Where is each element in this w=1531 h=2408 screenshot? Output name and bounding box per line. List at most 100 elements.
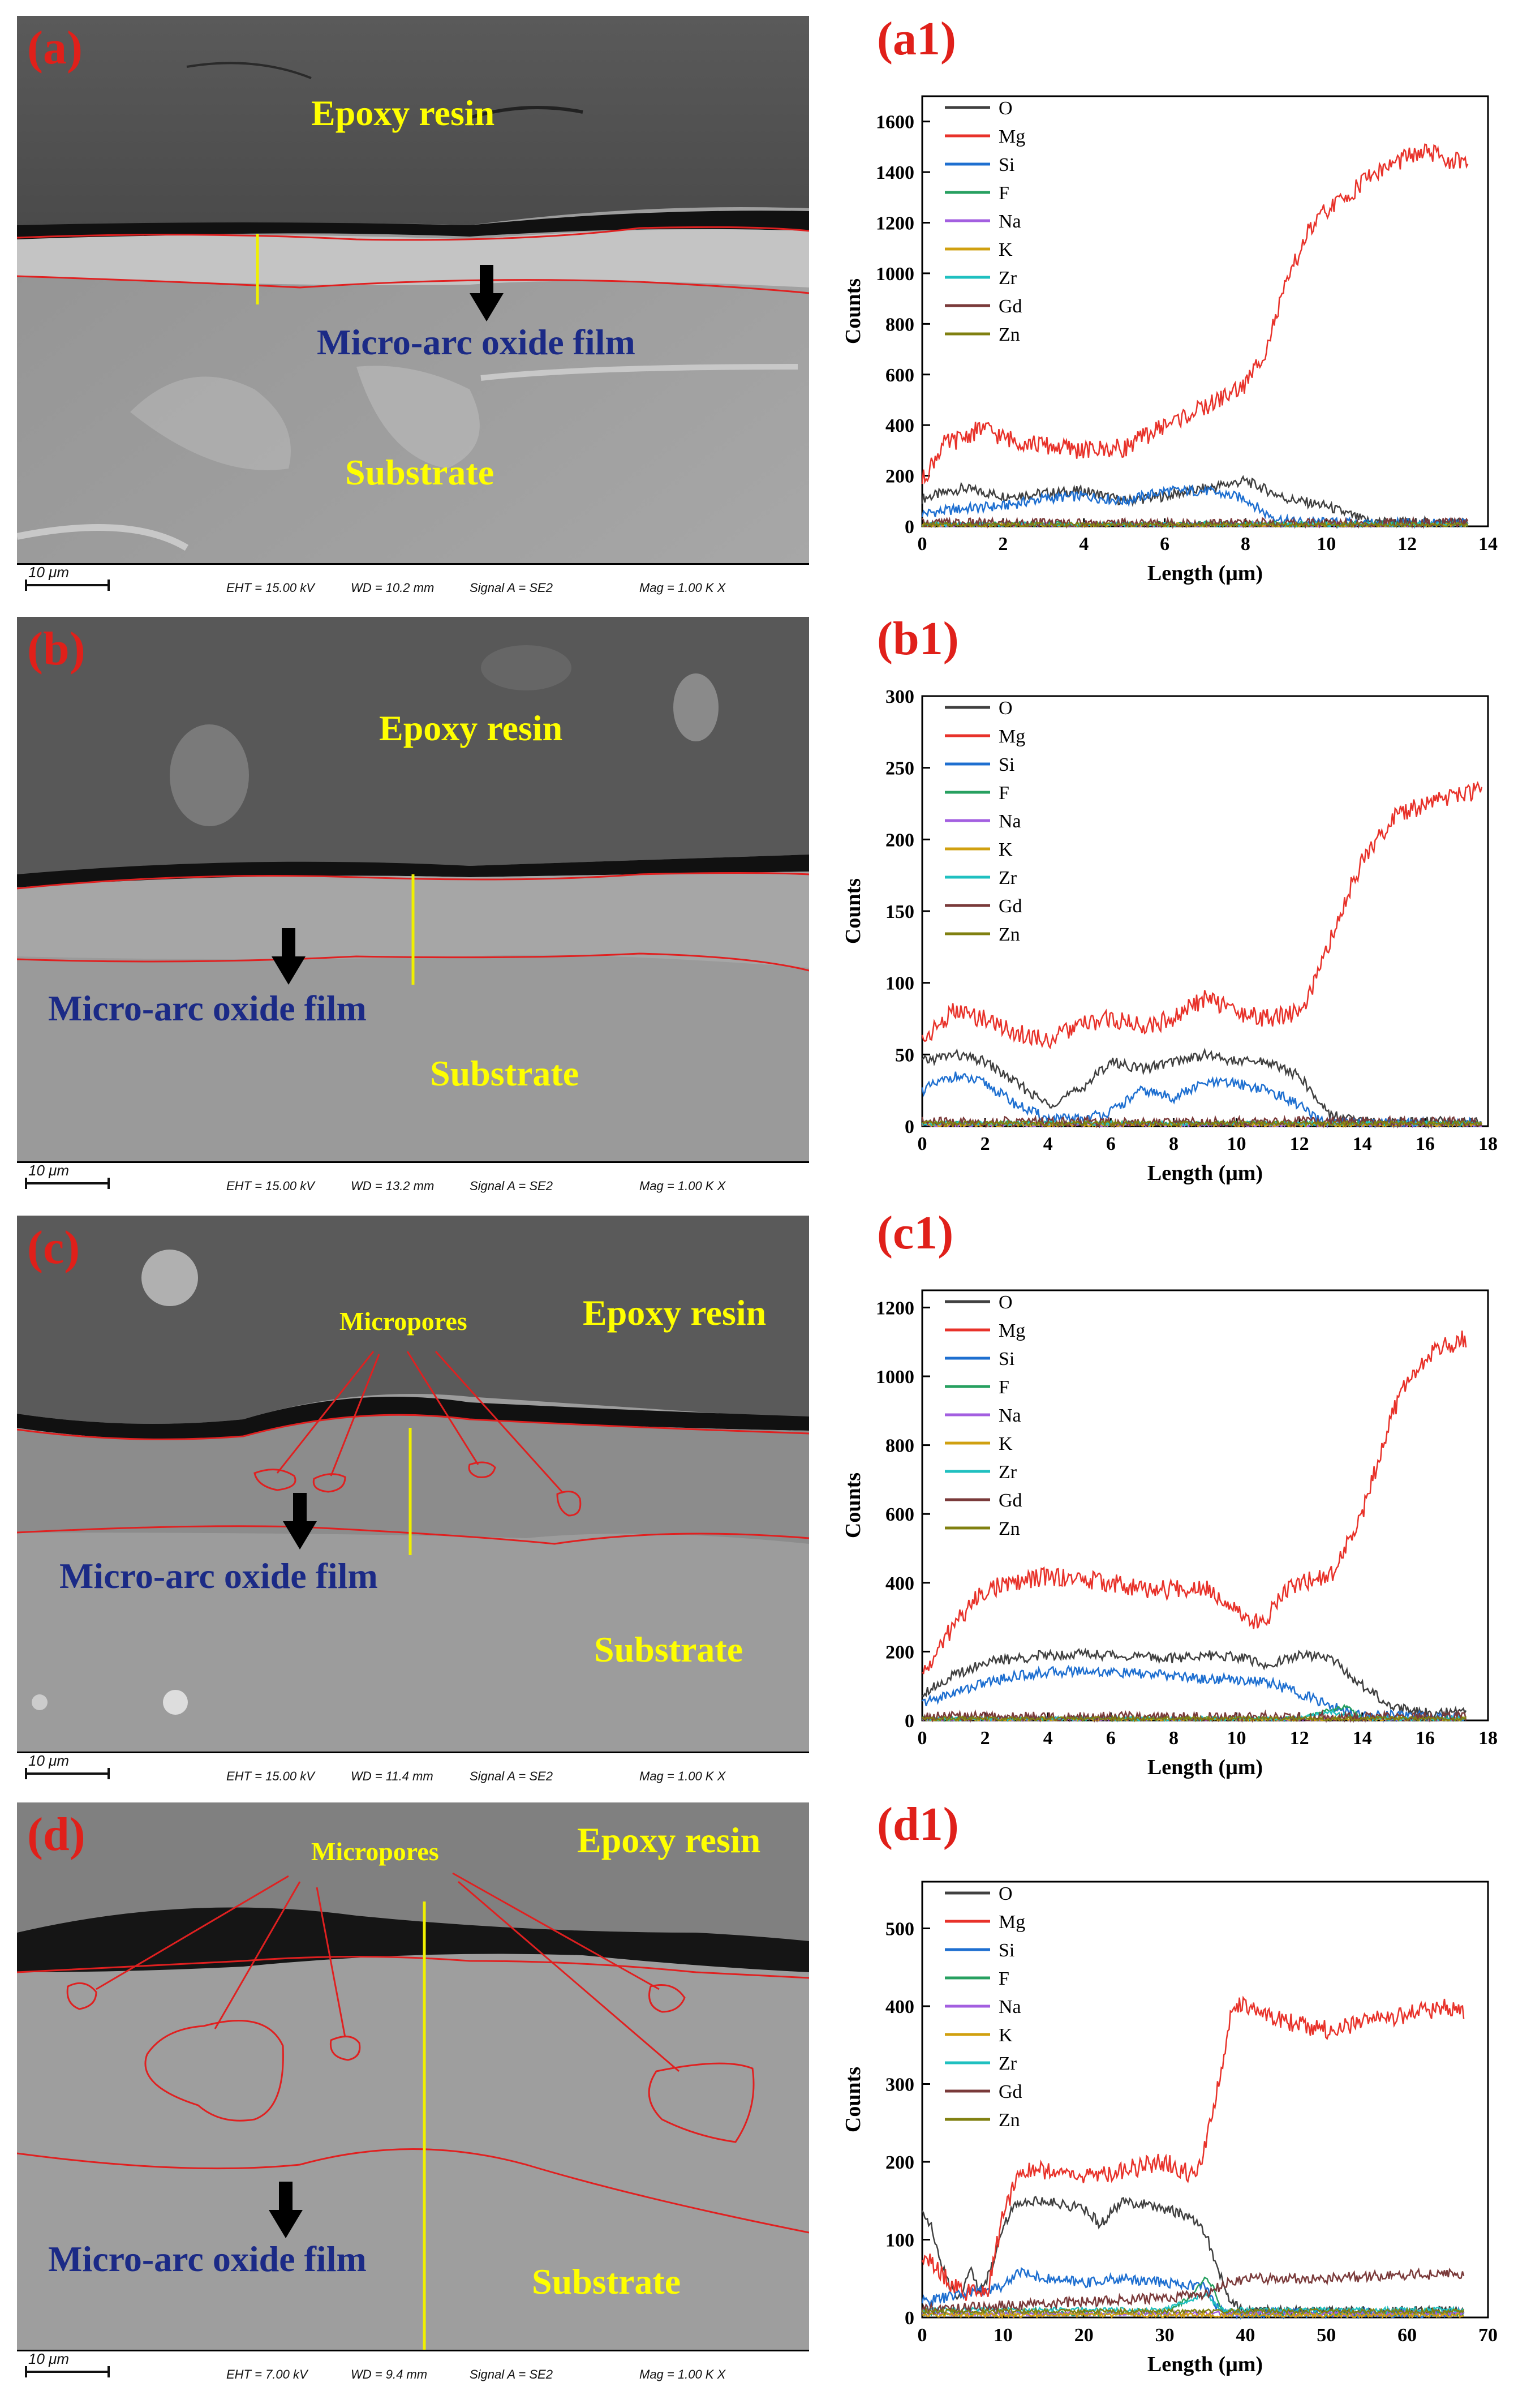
series-line-mg (921, 781, 1483, 1050)
x-tick-label: 30 (1155, 2325, 1175, 2346)
label-substrate-d: Substrate (532, 2261, 681, 2302)
x-tick-label: 70 (1478, 2325, 1498, 2346)
scale-label-d: 10 μm (28, 2350, 70, 2367)
x-tick-label: 6 (1160, 534, 1169, 555)
x-tick-label: 4 (1043, 1134, 1053, 1154)
series-line-gd (922, 516, 1469, 529)
series-line-o (922, 1647, 1467, 1719)
sem-image-a (17, 16, 809, 610)
y-tick-label: 400 (885, 1997, 914, 2018)
y-tick-label: 600 (885, 365, 914, 386)
y-tick-label: 0 (905, 2308, 914, 2329)
sem-image-c (17, 1216, 809, 1799)
x-tick-label: 16 (1416, 1134, 1435, 1154)
series-line-mg (921, 143, 1469, 485)
legend-label-si: Si (999, 154, 1014, 175)
legend-label-si: Si (999, 754, 1014, 775)
x-tick-label: 10 (1227, 1134, 1246, 1154)
x-tick-label: 4 (1043, 1728, 1053, 1749)
signal-c: Signal A = SE2 (470, 1769, 553, 1783)
signal-b: Signal A = SE2 (470, 1179, 553, 1193)
x-tick-label: 20 (1074, 2325, 1094, 2346)
legend-label-na: Na (999, 811, 1021, 832)
series-line-zn (921, 2306, 1465, 2316)
series-line-gd (921, 2267, 1465, 2316)
x-axis-label: Length (μm) (1147, 561, 1263, 585)
y-tick-label: 800 (885, 314, 914, 335)
label-epoxy-resin-a: Epoxy resin (311, 93, 495, 133)
y-tick-label: 200 (885, 2152, 914, 2173)
sem-info-bar-b: 10 μm EHT = 15.00 kV WD = 13.2 mm Signal… (17, 1161, 809, 1208)
y-tick-label: 0 (905, 1711, 914, 1732)
label-epoxy-resin-d: Epoxy resin (577, 1820, 761, 1860)
legend-label-zr: Zr (999, 268, 1017, 289)
label-micropores-c: Micropores (339, 1307, 467, 1336)
x-tick-label: 2 (998, 534, 1008, 555)
chart-b1: (b1) 0 2 4 6 8 10 12 14 16 18 0 50 100 150 200 250 300 Le… (820, 612, 1522, 1211)
legend-label-zn: Zn (999, 924, 1020, 945)
chart-c1: (c1) 0 2 4 6 8 10 12 14 16 18 0 200 400 600 800 1000 120… (820, 1207, 1522, 1805)
x-tick-label: 0 (918, 1134, 927, 1154)
x-tick-label: 14 (1478, 534, 1498, 555)
y-tick-label: 1400 (876, 162, 914, 183)
chart-label-d1: (d1) (877, 1798, 959, 1851)
y-tick-label: 800 (885, 1436, 914, 1457)
legend-label-o: O (999, 1292, 1013, 1313)
y-tick-label: 100 (885, 2230, 914, 2251)
x-tick-label: 60 (1397, 2325, 1417, 2346)
legend-label-k: K (999, 2025, 1013, 2046)
label-substrate-b: Substrate (430, 1053, 579, 1093)
legend-label-gd: Gd (999, 2081, 1022, 2102)
series-line-si (921, 484, 1469, 529)
x-axis-label: Length (μm) (1147, 1161, 1263, 1185)
chart-label-c1: (c1) (877, 1207, 954, 1259)
series-line-mg (922, 1330, 1467, 1675)
sem-image-b (17, 617, 809, 1208)
scale-bar-a (25, 580, 110, 591)
label-oxide-film-b: Micro-arc oxide film (48, 988, 367, 1028)
y-tick-label: 200 (885, 1642, 914, 1663)
sem-info-bar-c: 10 μm EHT = 15.00 kV WD = 11.4 mm Signal… (17, 1752, 809, 1799)
sem-info-bar-a: 10 μm EHT = 15.00 kV WD = 10.2 mm Signal… (17, 563, 809, 610)
sem-image-d (17, 1802, 809, 2397)
eht-c: EHT = 15.00 kV (226, 1769, 315, 1783)
label-substrate-c: Substrate (594, 1629, 743, 1669)
chart-a1: (a1) 0 2 4 6 8 10 12 14 0 200 400 600 800 1000 1200 140… (820, 12, 1522, 611)
y-tick-label: 500 (885, 1919, 914, 1940)
x-tick-label: 14 (1353, 1728, 1372, 1749)
legend-label-na: Na (999, 1997, 1021, 2018)
label-oxide-film-c: Micro-arc oxide film (59, 1556, 378, 1596)
scale-bar-c (25, 1768, 110, 1779)
mag-b: Mag = 1.00 K X (639, 1179, 726, 1193)
y-tick-label: 50 (895, 1045, 914, 1066)
wd-c: WD = 11.4 mm (351, 1769, 433, 1783)
label-epoxy-resin-c: Epoxy resin (583, 1293, 767, 1333)
wd-d: WD = 9.4 mm (351, 2367, 428, 2381)
scale-label-a: 10 μm (28, 564, 70, 581)
legend-label-f: F (999, 783, 1009, 804)
series-line-zn (922, 1119, 1482, 1128)
legend-label-gd: Gd (999, 296, 1022, 317)
series-line-zn (922, 521, 1469, 529)
x-tick-label: 8 (1169, 1728, 1179, 1749)
y-tick-label: 1200 (876, 213, 914, 234)
eds-line-scan-d1: 0 10 20 30 40 50 60 70 0 100 200 300 400 500 Length (μ… (841, 1881, 1498, 2376)
x-tick-label: 2 (980, 1728, 990, 1749)
label-oxide-film-d: Micro-arc oxide film (48, 2239, 367, 2279)
series-line-mg (921, 1995, 1465, 2301)
sem-panel-label-b: (b) (27, 623, 85, 675)
signal-a: Signal A = SE2 (470, 581, 553, 595)
x-tick-label: 0 (918, 2325, 927, 2346)
series-line-zn (922, 1714, 1467, 1723)
y-tick-label: 1600 (876, 112, 914, 133)
legend-label-f: F (999, 183, 1009, 204)
sem-panel-label-d: (d) (27, 1808, 85, 1861)
legend-label-zr: Zr (999, 1462, 1017, 1483)
x-axis-label: Length (μm) (1147, 2353, 1263, 2376)
y-tick-label: 600 (885, 1504, 914, 1525)
sem-panel-c: (c) Micropores Epoxy resin Micro-arc oxi… (17, 1216, 809, 1799)
label-micropores-d: Micropores (311, 1837, 439, 1866)
x-tick-label: 16 (1416, 1728, 1435, 1749)
y-tick-label: 250 (885, 758, 914, 779)
eht-b: EHT = 15.00 kV (226, 1179, 315, 1193)
